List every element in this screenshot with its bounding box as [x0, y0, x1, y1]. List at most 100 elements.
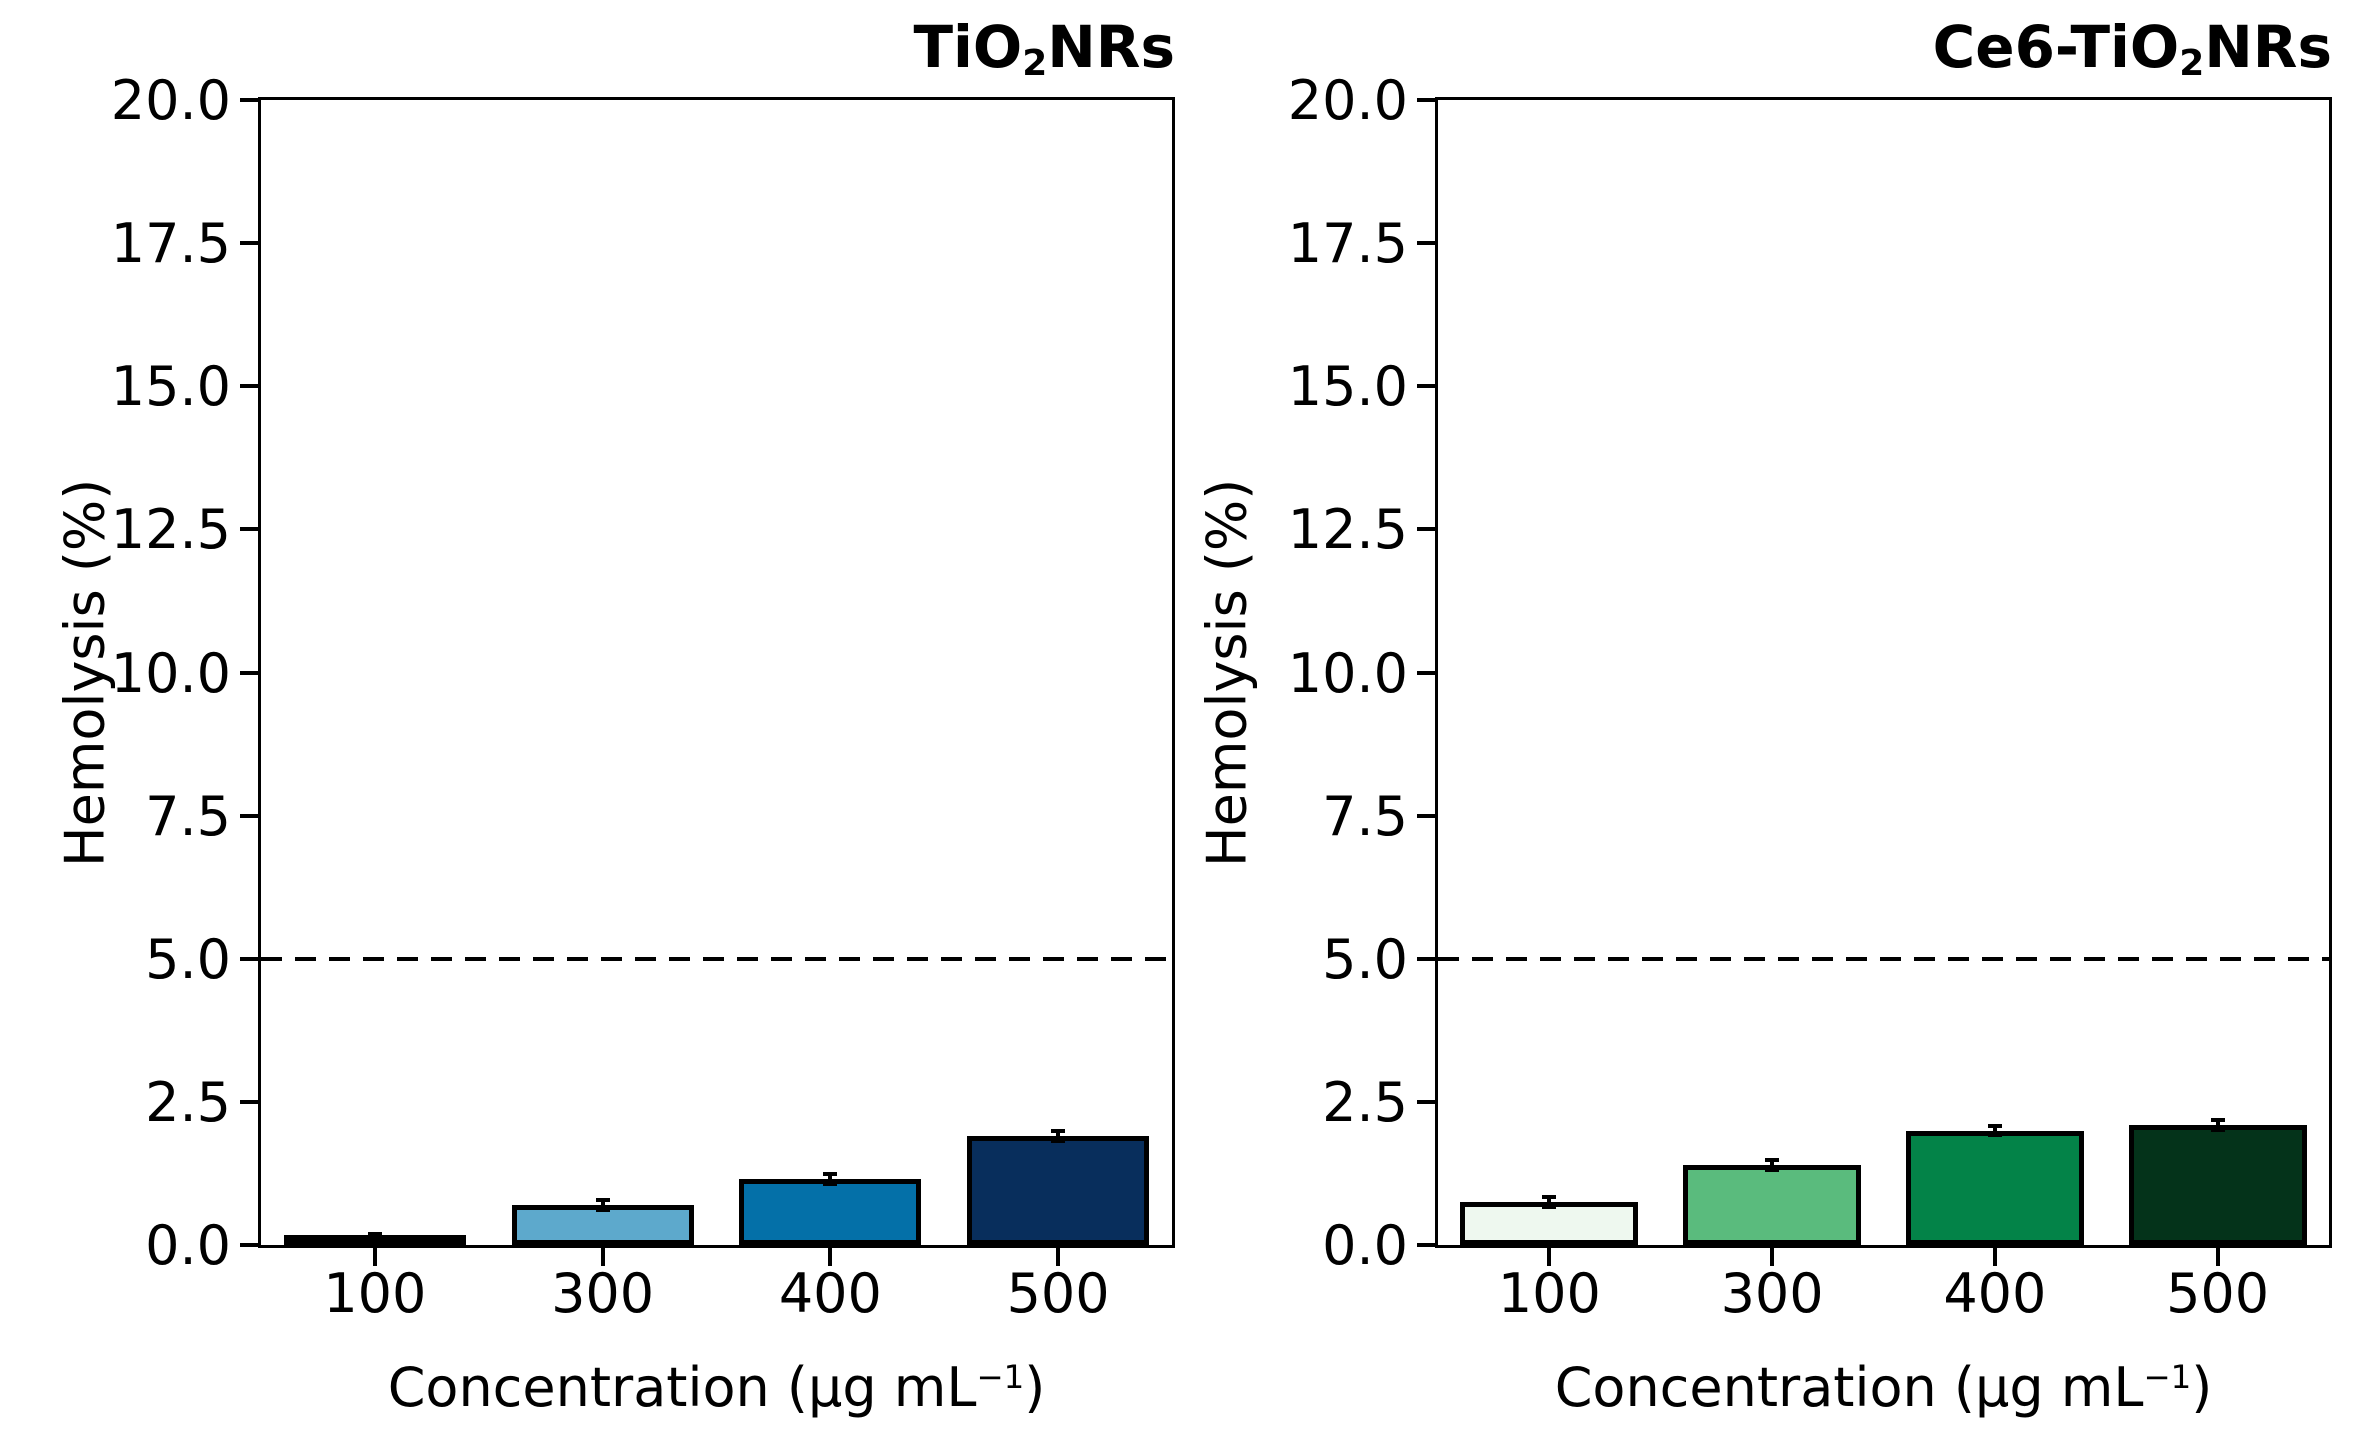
- error-bar-line-500: [1056, 1129, 1061, 1144]
- xlabel-base: Concentration (μg mL: [387, 1356, 977, 1419]
- y-tick-label: 17.5: [110, 212, 231, 276]
- y-tick-mark: [1417, 670, 1435, 675]
- bar-400: [739, 1179, 922, 1245]
- x-tick-mark: [1770, 1248, 1775, 1266]
- bar-500: [2128, 1124, 2307, 1245]
- y-tick-mark: [240, 956, 258, 961]
- y-tick-mark: [240, 670, 258, 675]
- error-bar-line-300: [1770, 1158, 1775, 1172]
- title-subscript: 2: [1022, 42, 1048, 84]
- error-bar-cap-top-400: [1987, 1123, 2002, 1128]
- error-bar-cap-top-400: [823, 1172, 838, 1177]
- plot-title: Ce6-TiO2NRs: [1435, 13, 2332, 86]
- y-tick-label: 5.0: [145, 927, 231, 991]
- title-suffix: NRs: [1047, 13, 1175, 81]
- title-base: TiO: [913, 13, 1023, 81]
- error-bar-cap-bottom-400: [823, 1182, 838, 1187]
- bar-300: [1683, 1164, 1862, 1245]
- y-tick-label: 0.0: [145, 1214, 231, 1277]
- xlabel-superscript: −1: [976, 1358, 1025, 1397]
- x-tick-label: 500: [1006, 1262, 1110, 1325]
- y-tick-mark: [240, 1243, 258, 1247]
- x-axis-label: Concentration (μg mL−1): [1385, 1356, 2363, 1436]
- y-tick-label: 20.0: [110, 69, 231, 132]
- x-tick-label: 300: [1720, 1262, 1824, 1325]
- y-tick-label: 12.5: [110, 498, 231, 562]
- threshold-line: [261, 956, 1172, 961]
- title-base: Ce6-TiO: [1932, 13, 2180, 81]
- y-tick-label: 12.5: [1287, 498, 1408, 562]
- plot-area: 0.0 2.5 5.0 7.5 10.0 12.5 15.0 17.5 20.0 100 300 40…: [111, 74, 1175, 1321]
- x-tick-label: 400: [1943, 1262, 2047, 1325]
- y-tick-mark: [1417, 1243, 1435, 1247]
- x-tick-mark: [1547, 1248, 1552, 1266]
- error-bar-cap-bottom-300: [595, 1207, 610, 1212]
- y-axis-label: Hemolysis (%): [1195, 478, 1259, 867]
- y-tick-mark: [240, 1099, 258, 1104]
- error-bar-line-400: [1992, 1123, 1997, 1138]
- x-tick-mark: [1056, 1248, 1061, 1266]
- y-tick-mark: [240, 384, 258, 389]
- x-tick-label: 100: [1497, 1262, 1601, 1325]
- y-tick-mark: [240, 813, 258, 818]
- error-bar-cap-top-500: [2210, 1117, 2225, 1122]
- plot-title: TiO2NRs: [258, 13, 1175, 86]
- y-tick-label: 17.5: [1287, 212, 1408, 276]
- bar-400: [1905, 1130, 2084, 1245]
- x-tick-mark: [372, 1248, 377, 1266]
- error-bar-line-300: [600, 1198, 605, 1212]
- y-tick-label: 15.0: [110, 355, 231, 419]
- x-tick-label: 300: [551, 1262, 655, 1325]
- xlabel-superscript: −1: [2143, 1358, 2192, 1397]
- error-bar-cap-top-300: [1765, 1158, 1780, 1162]
- error-bar-cap-top-500: [1051, 1129, 1066, 1134]
- y-tick-mark: [240, 98, 258, 102]
- y-tick-label: 7.5: [145, 784, 231, 848]
- y-tick-label: 5.0: [1322, 927, 1408, 991]
- y-tick-label: 20.0: [1287, 69, 1408, 132]
- y-tick-label: 2.5: [1322, 1070, 1408, 1134]
- x-tick-label: 400: [778, 1262, 882, 1325]
- plot-area: 0.0 2.5 5.0 7.5 10.0 12.5 15.0 17.5 20.0 100 300 40…: [1288, 74, 2332, 1321]
- y-tick-label: 10.0: [110, 641, 231, 705]
- x-tick-label: 100: [323, 1262, 427, 1325]
- y-tick-mark: [240, 527, 258, 532]
- y-tick-label: 2.5: [145, 1070, 231, 1134]
- y-tick-label: 7.5: [1322, 784, 1408, 848]
- x-tick-mark: [600, 1248, 605, 1266]
- threshold-line: [1438, 956, 2329, 961]
- y-tick-mark: [1417, 527, 1435, 532]
- error-bar-line-100: [372, 1232, 377, 1247]
- y-tick-mark: [1417, 813, 1435, 818]
- error-bar-cap-bottom-500: [2210, 1127, 2225, 1132]
- x-tick-mark: [2215, 1248, 2220, 1266]
- xlabel-close: ): [1024, 1356, 1046, 1419]
- y-tick-mark: [1417, 98, 1435, 102]
- y-tick-label: 15.0: [1287, 355, 1408, 419]
- xlabel-base: Concentration (μg mL: [1554, 1356, 2144, 1419]
- y-tick-mark: [1417, 384, 1435, 389]
- error-bar-cap-bottom-100: [367, 1242, 382, 1247]
- error-bar-cap-bottom-500: [1051, 1139, 1066, 1144]
- y-tick-mark: [240, 241, 258, 246]
- y-tick-mark: [1417, 1099, 1435, 1104]
- y-tick-label: 0.0: [1322, 1214, 1408, 1277]
- error-bar-line-400: [828, 1172, 833, 1187]
- error-bar-line-100: [1547, 1195, 1552, 1209]
- error-bar-line-500: [2215, 1117, 2220, 1132]
- x-tick-mark: [1992, 1248, 1997, 1266]
- y-tick-label: 10.0: [1287, 641, 1408, 705]
- x-tick-label: 500: [2166, 1262, 2270, 1325]
- error-bar-cap-top-300: [595, 1198, 610, 1203]
- title-suffix: NRs: [2204, 13, 2332, 81]
- error-bar-cap-bottom-300: [1765, 1167, 1780, 1172]
- x-axis-label: Concentration (μg mL−1): [208, 1356, 1225, 1436]
- title-subscript: 2: [2179, 42, 2205, 84]
- error-bar-cap-bottom-400: [1987, 1133, 2002, 1138]
- error-bar-cap-top-100: [367, 1232, 382, 1237]
- xlabel-close: ): [2191, 1356, 2213, 1419]
- error-bar-cap-top-100: [1542, 1195, 1557, 1200]
